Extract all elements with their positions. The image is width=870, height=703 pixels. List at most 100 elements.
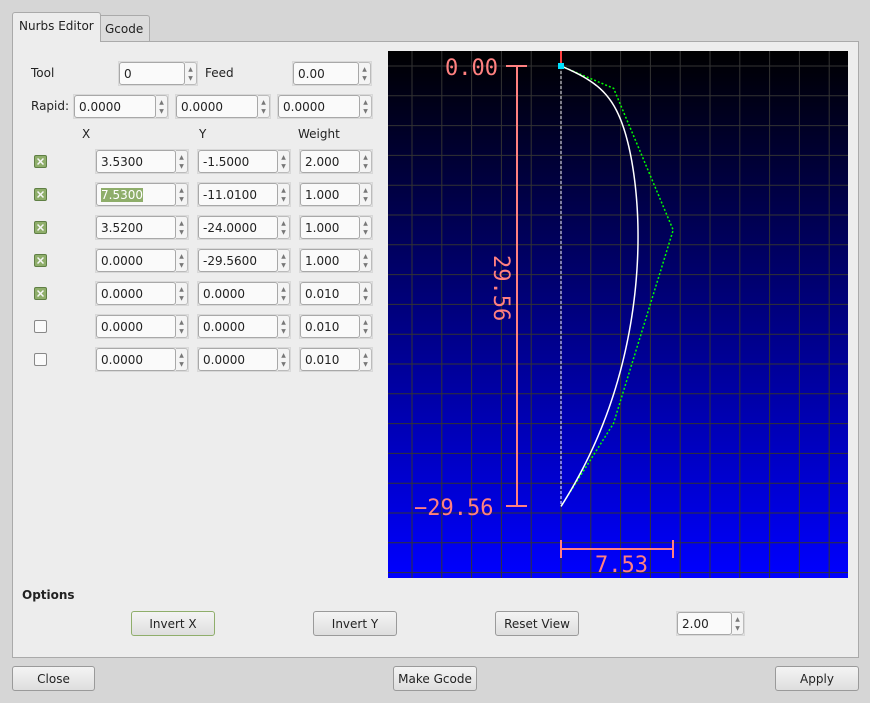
spin-arrows-icon[interactable]: ▲ ▼ (176, 315, 188, 338)
point-y-spinbox[interactable]: -29.5600 ▲ ▼ (197, 248, 291, 273)
make-gcode-button[interactable]: Make Gcode (393, 666, 477, 691)
spin-arrows-icon[interactable]: ▲ ▼ (176, 183, 188, 206)
spin-arrows-icon[interactable]: ▲ ▼ (176, 150, 188, 173)
nurbs-preview-canvas[interactable]: 0.00 −29.56 29.56 7.53 (388, 51, 848, 578)
tab-gcode[interactable]: Gcode (98, 15, 151, 41)
feed-spinbox[interactable]: 0.00 ▲ ▼ (292, 61, 372, 86)
close-button[interactable]: Close (12, 666, 95, 691)
rapid-x-input[interactable]: 0.0000 (74, 95, 156, 118)
point-x-input[interactable]: 7.5300 (96, 183, 176, 206)
point-y-spinbox[interactable]: 0.0000 ▲ ▼ (197, 281, 291, 306)
point-weight-input[interactable]: 0.010 (300, 348, 360, 371)
spin-arrows-icon[interactable]: ▲ ▼ (732, 612, 744, 635)
point-weight-spinbox[interactable]: 0.010 ▲ ▼ (299, 281, 373, 306)
point-weight-spinbox[interactable]: 1.000 ▲ ▼ (299, 182, 373, 207)
tool-input[interactable]: 0 (119, 62, 185, 85)
spin-arrows-icon[interactable]: ▲ ▼ (360, 282, 372, 305)
point-weight-input[interactable]: 0.010 (300, 315, 360, 338)
point-x-input[interactable]: 0.0000 (96, 249, 176, 272)
spin-arrows-icon[interactable]: ▲ ▼ (176, 249, 188, 272)
invert-x-button[interactable]: Invert X (131, 611, 215, 636)
spin-arrows-icon[interactable]: ▲ ▼ (360, 249, 372, 272)
point-x-spinbox[interactable]: 0.0000 ▲ ▼ (95, 281, 189, 306)
tab-nurbs-editor[interactable]: Nurbs Editor (12, 12, 101, 42)
point-y-input[interactable]: 0.0000 (198, 282, 278, 305)
spin-arrows-icon[interactable]: ▲ ▼ (258, 95, 270, 118)
feed-input[interactable]: 0.00 (293, 62, 359, 85)
point-x-input[interactable]: 3.5200 (96, 216, 176, 239)
spin-arrows-icon[interactable]: ▲ ▼ (176, 348, 188, 371)
point-weight-spinbox[interactable]: 0.010 ▲ ▼ (299, 347, 373, 372)
point-y-spinbox[interactable]: 0.0000 ▲ ▼ (197, 347, 291, 372)
point-x-input[interactable]: 0.0000 (96, 315, 176, 338)
spin-arrows-icon[interactable]: ▲ ▼ (278, 150, 290, 173)
start-point-marker[interactable] (558, 63, 564, 69)
point-x-spinbox[interactable]: 3.5300 ▲ ▼ (95, 149, 189, 174)
spin-arrows-icon[interactable]: ▲ ▼ (278, 282, 290, 305)
spin-arrows-icon[interactable]: ▲ ▼ (156, 95, 168, 118)
spin-arrows-icon[interactable]: ▲ ▼ (176, 216, 188, 239)
rapid-z-spinbox[interactable]: 0.0000 ▲ ▼ (277, 94, 373, 119)
point-weight-input[interactable]: 1.000 (300, 216, 360, 239)
point-x-spinbox[interactable]: 7.5300 ▲ ▼ (95, 182, 189, 207)
point-y-value: -1.5000 (203, 155, 250, 169)
point-y-input[interactable]: -11.0100 (198, 183, 278, 206)
point-x-spinbox[interactable]: 0.0000 ▲ ▼ (95, 347, 189, 372)
spin-arrows-icon[interactable]: ▲ ▼ (278, 348, 290, 371)
spin-arrows-icon[interactable]: ▲ ▼ (278, 216, 290, 239)
rapid-y-input[interactable]: 0.0000 (176, 95, 258, 118)
point-y-spinbox[interactable]: 0.0000 ▲ ▼ (197, 314, 291, 339)
point-enabled-checkbox[interactable] (34, 287, 47, 300)
tool-spinbox[interactable]: 0 ▲ ▼ (118, 61, 198, 86)
rapid-y-spinbox[interactable]: 0.0000 ▲ ▼ (175, 94, 271, 119)
scale-spinbox[interactable]: 2.00 ▲ ▼ (676, 611, 745, 636)
scale-input[interactable]: 2.00 (677, 612, 732, 635)
point-x-input[interactable]: 0.0000 (96, 282, 176, 305)
spin-arrows-icon[interactable]: ▲ ▼ (360, 95, 372, 118)
apply-button[interactable]: Apply (775, 666, 859, 691)
point-y-spinbox[interactable]: -11.0100 ▲ ▼ (197, 182, 291, 207)
spin-arrows-icon[interactable]: ▲ ▼ (185, 62, 197, 85)
point-y-spinbox[interactable]: -1.5000 ▲ ▼ (197, 149, 291, 174)
point-weight-spinbox[interactable]: 1.000 ▲ ▼ (299, 215, 373, 240)
point-enabled-checkbox[interactable] (34, 221, 47, 234)
point-weight-spinbox[interactable]: 1.000 ▲ ▼ (299, 248, 373, 273)
point-y-input[interactable]: -29.5600 (198, 249, 278, 272)
point-y-input[interactable]: -1.5000 (198, 150, 278, 173)
column-weight-header: Weight (298, 127, 340, 141)
rapid-z-input[interactable]: 0.0000 (278, 95, 360, 118)
point-x-spinbox[interactable]: 3.5200 ▲ ▼ (95, 215, 189, 240)
point-y-input[interactable]: 0.0000 (198, 348, 278, 371)
point-y-input[interactable]: 0.0000 (198, 315, 278, 338)
spin-arrows-icon[interactable]: ▲ ▼ (360, 183, 372, 206)
rapid-x-spinbox[interactable]: 0.0000 ▲ ▼ (73, 94, 169, 119)
spin-arrows-icon[interactable]: ▲ ▼ (359, 62, 371, 85)
spin-arrows-icon[interactable]: ▲ ▼ (176, 282, 188, 305)
point-x-spinbox[interactable]: 0.0000 ▲ ▼ (95, 314, 189, 339)
point-y-input[interactable]: -24.0000 (198, 216, 278, 239)
point-enabled-checkbox[interactable] (34, 188, 47, 201)
spin-arrows-icon[interactable]: ▲ ▼ (360, 150, 372, 173)
point-weight-input[interactable]: 1.000 (300, 183, 360, 206)
point-y-spinbox[interactable]: -24.0000 ▲ ▼ (197, 215, 291, 240)
point-weight-spinbox[interactable]: 2.000 ▲ ▼ (299, 149, 373, 174)
spin-arrows-icon[interactable]: ▲ ▼ (360, 216, 372, 239)
spin-arrows-icon[interactable]: ▲ ▼ (360, 348, 372, 371)
spin-arrows-icon[interactable]: ▲ ▼ (278, 183, 290, 206)
invert-y-button[interactable]: Invert Y (313, 611, 397, 636)
spin-arrows-icon[interactable]: ▲ ▼ (360, 315, 372, 338)
point-x-spinbox[interactable]: 0.0000 ▲ ▼ (95, 248, 189, 273)
spin-arrows-icon[interactable]: ▲ ▼ (278, 249, 290, 272)
reset-view-button[interactable]: Reset View (495, 611, 579, 636)
point-enabled-checkbox[interactable] (34, 254, 47, 267)
spin-arrows-icon[interactable]: ▲ ▼ (278, 315, 290, 338)
point-enabled-checkbox[interactable] (34, 320, 47, 333)
point-weight-input[interactable]: 1.000 (300, 249, 360, 272)
point-x-input[interactable]: 0.0000 (96, 348, 176, 371)
point-weight-spinbox[interactable]: 0.010 ▲ ▼ (299, 314, 373, 339)
point-x-input[interactable]: 3.5300 (96, 150, 176, 173)
point-weight-input[interactable]: 2.000 (300, 150, 360, 173)
point-weight-input[interactable]: 0.010 (300, 282, 360, 305)
point-enabled-checkbox[interactable] (34, 155, 47, 168)
point-enabled-checkbox[interactable] (34, 353, 47, 366)
